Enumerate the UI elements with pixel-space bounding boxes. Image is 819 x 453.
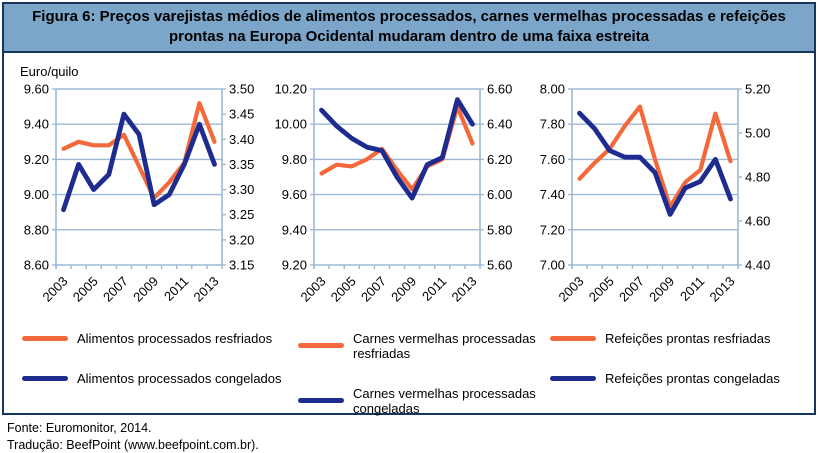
right-axis-tick-label: 5.60 xyxy=(487,257,512,272)
right-axis-tick-label: 3.25 xyxy=(229,207,254,222)
left-axis-tick-label: 7.00 xyxy=(540,257,565,272)
source-line: Fonte: Euromonitor, 2014. xyxy=(7,421,152,435)
legend-line-frozen-icon xyxy=(22,375,68,381)
legend: Alimentos processados resfriados Aliment… xyxy=(22,331,814,416)
x-axis-year-label: 2009 xyxy=(646,273,677,304)
series-line-frozen xyxy=(319,96,475,201)
figure-box: Figura 6: Preços varejistas médios de al… xyxy=(2,2,816,416)
figure-title-line2: prontas na Europa Ocidental mudaram dent… xyxy=(168,27,650,45)
legend-label: Carnes vermelhas processadas resfriadas xyxy=(353,330,536,361)
legend-item: Alimentos processados resfriados xyxy=(22,331,298,346)
x-axis-year-label: 2009 xyxy=(388,273,419,304)
left-axis-tick-label: 9.80 xyxy=(282,151,307,166)
legend-item: Refeições prontas congeladas xyxy=(550,371,780,386)
right-axis-tick-label: 4.40 xyxy=(745,257,770,272)
x-axis-year-label: 2011 xyxy=(677,273,707,303)
left-axis-tick-label: 9.20 xyxy=(24,151,49,166)
left-axis-tick-label: 10.00 xyxy=(274,116,307,131)
figure-title-line1: Figura 6: Preços varejistas médios de al… xyxy=(32,8,786,25)
legend-label: Alimentos processados congelados xyxy=(77,370,282,386)
right-axis-tick-label: 3.30 xyxy=(229,182,254,197)
left-axis-tick-label: 9.60 xyxy=(282,187,307,202)
legend-line-chilled-icon xyxy=(22,335,68,341)
right-axis-tick-label: 6.60 xyxy=(487,81,512,96)
right-axis-tick-label: 6.20 xyxy=(487,151,512,166)
x-axis-year-label: 2013 xyxy=(707,273,738,304)
legend-label: Refeições prontas congeladas xyxy=(605,370,780,386)
legend-label: Alimentos processados resfriados xyxy=(77,330,273,346)
x-axis-year-label: 2013 xyxy=(449,273,480,304)
legend-line-frozen-icon xyxy=(550,375,596,381)
right-axis-tick-label: 3.15 xyxy=(229,257,254,272)
left-axis-tick-label: 9.40 xyxy=(282,222,307,237)
right-axis-tick-label: 4.80 xyxy=(745,169,770,184)
x-axis-year-label: 2005 xyxy=(586,273,617,304)
series-line-chilled xyxy=(577,104,733,209)
legend-label: Carnes vermelhas processadas congeladas xyxy=(353,385,536,416)
right-axis-tick-label: 3.20 xyxy=(229,232,254,247)
legend-line-chilled-icon xyxy=(550,335,596,341)
x-axis-year-label: 2007 xyxy=(358,273,389,304)
left-axis-tick-label: 7.80 xyxy=(540,116,565,131)
right-axis-tick-label: 3.40 xyxy=(229,131,254,146)
legend-line-chilled-icon xyxy=(298,343,344,349)
x-axis-year-label: 2005 xyxy=(328,273,359,304)
right-axis-tick-label: 5.00 xyxy=(745,125,770,140)
left-axis-tick-label: 8.00 xyxy=(540,81,565,96)
x-axis-year-label: 2009 xyxy=(130,273,161,304)
left-axis-tick-label: 7.60 xyxy=(540,151,565,166)
left-axis-tick-label: 7.20 xyxy=(540,222,565,237)
x-axis-year-label: 2003 xyxy=(40,273,71,304)
right-axis-tick-label: 6.00 xyxy=(487,187,512,202)
legend-item: Alimentos processados congelados xyxy=(22,371,298,386)
legend-col-ready-meals: Refeições prontas resfriadas Refeições p… xyxy=(550,331,780,416)
legend-line-frozen-icon xyxy=(298,398,344,404)
translation-line: Tradução: BeefPoint (www.beefpoint.com.b… xyxy=(7,437,259,452)
legend-label: Refeições prontas resfriadas xyxy=(605,330,771,346)
right-axis-tick-label: 4.60 xyxy=(745,213,770,228)
legend-item: Carnes vermelhas processadas congeladas xyxy=(298,386,550,416)
chart-processed-foods: 9.60 9.40 9.20 9.00 8.80 8.60 3.50 3.45 3.40 3.35… xyxy=(24,81,255,304)
x-axis-year-label: 2007 xyxy=(616,273,647,304)
legend-item: Refeições prontas resfriadas xyxy=(550,331,780,346)
left-axis-tick-label: 9.00 xyxy=(24,187,49,202)
x-axis-year-label: 2003 xyxy=(298,273,329,304)
right-axis-tick-label: 6.40 xyxy=(487,116,512,131)
figure-title: Figura 6: Preços varejistas médios de al… xyxy=(4,4,814,53)
left-axis-tick-label: 8.80 xyxy=(24,222,49,237)
chart-processed-red-meats: 10.20 10.00 9.80 9.60 9.40 9.20 6.60 6.40 6.20 6.… xyxy=(274,81,512,304)
right-axis-tick-label: 5.20 xyxy=(745,81,770,96)
legend-item: Carnes vermelhas processadas resfriadas xyxy=(298,331,550,361)
x-axis-year-label: 2007 xyxy=(100,273,131,304)
series-line-chilled xyxy=(61,100,217,200)
left-axis-tick-label: 10.20 xyxy=(274,81,307,96)
left-axis-tick-label: 8.60 xyxy=(24,257,49,272)
left-axis-tick-label: 9.60 xyxy=(24,81,49,96)
x-axis-year-label: 2011 xyxy=(161,273,191,303)
x-axis-year-label: 2003 xyxy=(556,273,587,304)
right-axis-tick-label: 3.45 xyxy=(229,106,254,121)
source-note: Fonte: Euromonitor, 2014. Tradução: Beef… xyxy=(7,420,259,453)
series-line-frozen xyxy=(61,111,217,212)
right-axis-tick-label: 5.80 xyxy=(487,222,512,237)
x-axis-year-label: 2005 xyxy=(70,273,101,304)
left-axis-tick-label: 9.20 xyxy=(282,257,307,272)
legend-col-processed-red-meats: Carnes vermelhas processadas resfriadas … xyxy=(298,331,550,416)
unit-label: Euro/quilo xyxy=(20,63,79,79)
right-axis-tick-label: 3.50 xyxy=(229,81,254,96)
x-axis-year-label: 2011 xyxy=(419,273,449,303)
left-axis-tick-label: 7.40 xyxy=(540,187,565,202)
series-line-frozen xyxy=(577,110,733,217)
legend-col-processed-foods: Alimentos processados resfriados Aliment… xyxy=(22,331,298,416)
chart-ready-meals: 8.00 7.80 7.60 7.40 7.20 7.00 5.20 5.00 4.80 4.60… xyxy=(540,81,771,304)
x-axis-year-label: 2013 xyxy=(191,273,222,304)
charts-row: 9.60 9.40 9.20 9.00 8.80 8.60 3.50 3.45 3.40 3.35… xyxy=(10,79,814,325)
left-axis-tick-label: 9.40 xyxy=(24,116,49,131)
right-axis-tick-label: 3.35 xyxy=(229,156,254,171)
